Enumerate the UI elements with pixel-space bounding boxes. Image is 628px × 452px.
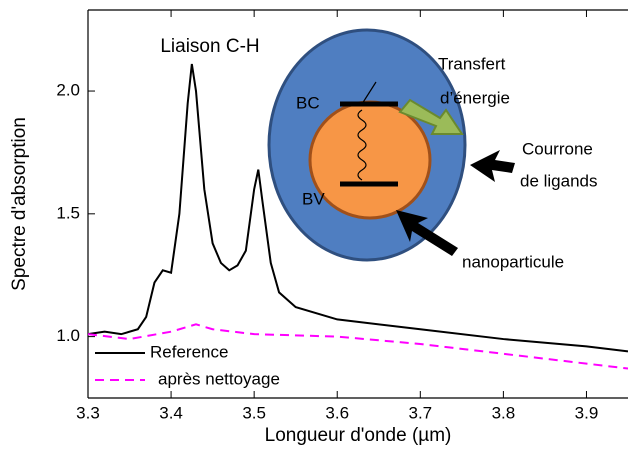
annotation: Transfert [438, 54, 506, 73]
annotation: Courrone [522, 139, 593, 158]
annotation: Liaison C-H [160, 36, 259, 57]
y-tick-label: 2.0 [56, 81, 80, 100]
y-tick-label: 1.5 [56, 203, 80, 222]
x-tick-label: 3.8 [492, 403, 516, 422]
annotation: d’énergie [440, 88, 510, 107]
annotation: de ligands [520, 171, 598, 190]
annotation: BV [302, 189, 325, 208]
x-tick-label: 3.7 [408, 403, 432, 422]
x-tick-label: 3.9 [575, 403, 599, 422]
x-axis-label: Longueur d'onde (µm) [265, 425, 452, 446]
y-tick-label: 1.0 [56, 326, 80, 345]
annotation: BC [296, 93, 320, 112]
series-line [87, 323, 628, 370]
nanoparticle-core [308, 100, 432, 220]
x-tick-label: 3.4 [159, 403, 183, 422]
y-axis-label: Spectre d'absorption [9, 117, 30, 291]
legend-label: après nettoyage [158, 369, 280, 388]
particle-arrow [396, 210, 458, 256]
series-line [87, 63, 628, 353]
wave-tail [361, 81, 377, 105]
transfer-arrow [398, 98, 464, 135]
x-tick-label: 3.3 [76, 403, 100, 422]
wave [357, 109, 367, 181]
x-tick-label: 3.6 [325, 403, 349, 422]
annotation: nanoparticule [462, 252, 564, 271]
ligand-arrow [470, 150, 515, 182]
legend-label: Reference [150, 342, 228, 361]
x-tick-label: 3.5 [242, 403, 266, 422]
